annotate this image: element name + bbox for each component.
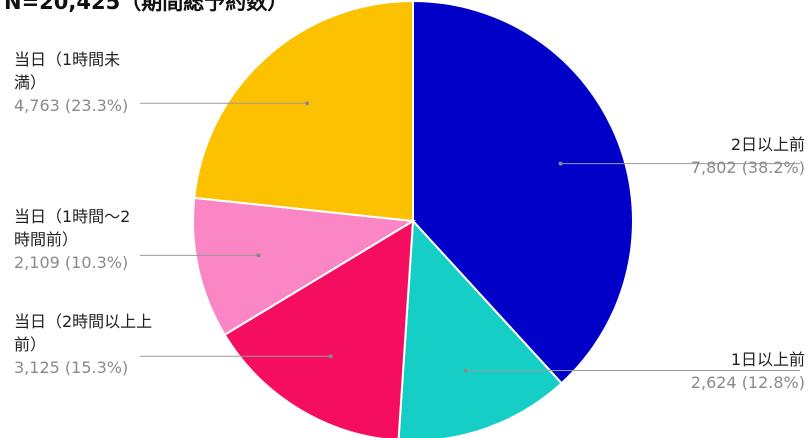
slice-sameday-2h-plus-leader-dot [328,354,333,359]
label-1day-value: 2,624 (12.8%) [690,373,805,392]
slice-2days [412,0,634,385]
slice-sameday-under-1h [193,0,414,223]
slice-sameday-2h-plus [223,219,415,438]
label-sameday-2h-plus: 当日（2時間以上上 前） 3,125 (15.3%) [14,310,152,379]
label-2days-name: 2日以上前 [730,135,805,154]
label-sameday-2h-plus-line1: 当日（2時間以上上 [14,312,153,331]
label-1day: 1日以上前 2,624 (12.8%) [691,348,805,394]
label-1day-name: 1日以上前 [730,350,805,369]
label-2days: 2日以上前 7,802 (38.2%) [691,133,805,179]
label-sameday-under-1h-value: 4,763 (23.3%) [14,96,129,115]
label-sameday-2h-plus-line2: 前） [14,335,47,354]
label-sameday-1-2h-line1: 当日（1時間〜2 [14,207,131,226]
slice-sameday-1-2h [191,196,417,337]
slice-sameday-1-2h-leader-dot [256,253,261,258]
label-sameday-1-2h-line2: 時間前） [14,230,79,249]
slice-1day-leader-dot [463,368,468,373]
label-sameday-under-1h-line2: 満） [14,73,47,92]
label-sameday-under-1h: 当日（1時間未 満） 4,763 (23.3%) [14,48,128,117]
slice-sameday-under-1h-leader-dot [305,101,310,106]
label-sameday-2h-plus-value: 3,125 (15.3%) [14,358,129,377]
label-2days-value: 7,802 (38.2%) [690,158,805,177]
slice-2days-leader-dot [558,161,563,166]
label-sameday-1-2h-value: 2,109 (10.3%) [14,253,129,272]
label-sameday-under-1h-line1: 当日（1時間未 [14,50,121,69]
slice-1day [397,218,563,438]
label-sameday-1-2h: 当日（1時間〜2 時間前） 2,109 (10.3%) [14,205,130,274]
chart-title: N=20,425（期間総予約数） [4,0,289,14]
